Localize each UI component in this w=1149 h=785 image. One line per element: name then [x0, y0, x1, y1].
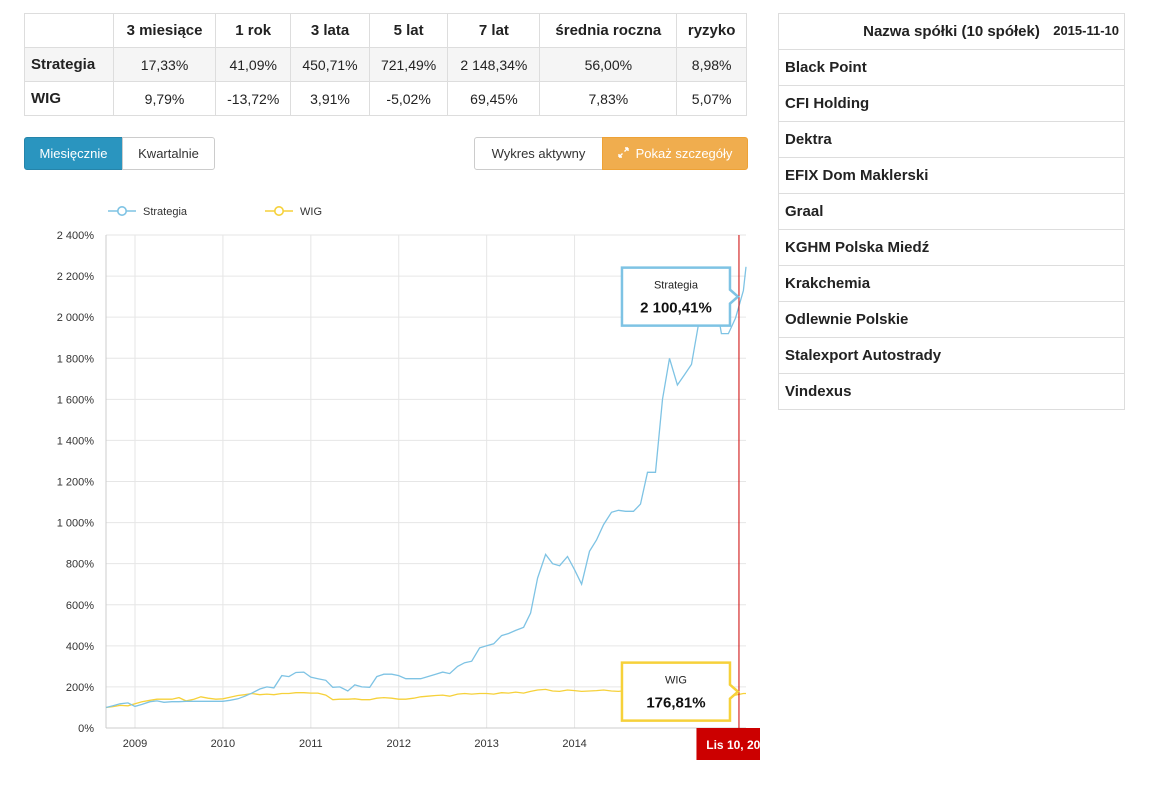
y-tick-label: 1 400% [57, 435, 95, 447]
x-tick-label: 2014 [562, 738, 586, 750]
tooltip-wig: WIG 176,81% [620, 661, 740, 722]
show-details-button[interactable]: Pokaż szczegóły [602, 137, 748, 170]
header-3m: 3 miesiące [112, 13, 217, 48]
x-tick-label: 2012 [387, 738, 411, 750]
company-item[interactable]: KGHM Polska Miedź [778, 229, 1125, 266]
companies-date: 2015-11-10 [1053, 23, 1119, 38]
y-tick-label: 2 400% [57, 230, 95, 242]
legend-label: WIG [300, 206, 322, 218]
companies-header: Nazwa spółki (10 spółek) 2015-11-10 [778, 13, 1125, 50]
y-tick-label: 1 800% [57, 353, 95, 365]
header-risk: ryzyko [676, 13, 747, 48]
y-tick-label: 1 000% [57, 518, 95, 530]
tooltip-strategia: Strategia 2 100,41% [620, 266, 740, 327]
table-cell: 3,91% [290, 81, 370, 116]
monthly-button[interactable]: Miesięcznie [24, 137, 123, 170]
legend-item-wig: WIG [265, 205, 322, 218]
legend-marker [117, 205, 128, 216]
y-tick-label: 400% [66, 641, 94, 653]
cursor-date-box [696, 728, 760, 760]
table-cell: 2 148,34% [447, 47, 541, 82]
tooltip-box [620, 266, 740, 327]
tooltip-value: 2 100,41% [640, 300, 712, 317]
table-cell: -13,72% [215, 81, 292, 116]
y-tick-label: 1 600% [57, 394, 95, 406]
table-cell: 41,09% [215, 47, 292, 82]
y-tick-label: 1 200% [57, 477, 95, 489]
companies-header-label: Nazwa spółki (10 spółek) [863, 23, 1040, 40]
show-details-label: Pokaż szczegóły [635, 146, 733, 161]
performance-table: 3 miesiące 1 rok 3 lata 5 lat 7 lat śred… [24, 13, 747, 116]
series-line-strategia [105, 266, 747, 709]
performance-header-row: 3 miesiące 1 rok 3 lata 5 lat 7 lat śred… [24, 13, 747, 48]
active-chart-button[interactable]: Wykres aktywny [474, 137, 603, 170]
x-tick-label: 2009 [123, 738, 147, 750]
y-tick-label: 0% [78, 723, 94, 735]
company-item[interactable]: Dektra [778, 121, 1125, 158]
x-tick-label: 2013 [474, 738, 498, 750]
header-1y: 1 rok [215, 13, 292, 48]
company-item[interactable]: Graal [778, 193, 1125, 230]
row-label: Strategia [24, 47, 114, 82]
row-label: WIG [24, 81, 114, 116]
table-cell: 5,07% [676, 81, 747, 116]
table-row-wig: WIG 9,79% -13,72% 3,91% -5,02% 69,45% 7,… [24, 81, 747, 116]
company-item[interactable]: Vindexus [778, 373, 1125, 410]
tooltip-series: Strategia [654, 280, 699, 292]
table-cell: 7,83% [539, 81, 678, 116]
header-3y: 3 lata [290, 13, 370, 48]
expand-icon [617, 146, 629, 161]
companies-table: Nazwa spółki (10 spółek) 2015-11-10 Blac… [778, 13, 1125, 410]
table-cell: 17,33% [112, 47, 217, 82]
company-item[interactable]: Krakchemia [778, 265, 1125, 302]
legend-label: Strategia [143, 206, 188, 218]
legend-item-strategia: Strategia [108, 205, 188, 218]
company-item[interactable]: CFI Holding [778, 85, 1125, 122]
header-annual-avg: średnia roczna [539, 13, 678, 48]
tooltip-value: 176,81% [646, 695, 705, 712]
table-cell: 56,00% [539, 47, 678, 82]
header-5y: 5 lat [368, 13, 449, 48]
table-cell: 721,49% [368, 47, 449, 82]
company-item[interactable]: Odlewnie Polskie [778, 301, 1125, 338]
cursor-date-label: Lis 10, 2015 [706, 738, 760, 752]
y-tick-label: 2 000% [57, 312, 95, 324]
header-7y: 7 lat [447, 13, 541, 48]
table-cell: -5,02% [368, 81, 449, 116]
y-tick-label: 800% [66, 559, 94, 571]
header-corner [24, 13, 114, 48]
company-item[interactable]: Stalexport Autostrady [778, 337, 1125, 374]
company-item[interactable]: Black Point [778, 49, 1125, 86]
legend-marker [273, 205, 284, 216]
tooltip-series: WIG [665, 675, 687, 687]
table-cell: 450,71% [290, 47, 370, 82]
y-tick-label: 2 200% [57, 271, 95, 283]
x-tick-label: 2011 [299, 738, 323, 750]
table-row-strategia: Strategia 17,33% 41,09% 450,71% 721,49% … [24, 47, 747, 82]
table-cell: 69,45% [447, 81, 541, 116]
performance-chart: 0% 200% 400% 600% 800% 1 000% 1 200% 1 400% 1 60… [57, 205, 760, 760]
company-item[interactable]: EFIX Dom Maklerski [778, 157, 1125, 194]
tooltip-box [620, 661, 740, 722]
y-tick-label: 600% [66, 600, 94, 612]
quarterly-button[interactable]: Kwartalnie [122, 137, 215, 170]
table-cell: 8,98% [676, 47, 747, 82]
table-cell: 9,79% [112, 81, 217, 116]
x-tick-label: 2010 [211, 738, 235, 750]
y-tick-label: 200% [66, 682, 94, 694]
